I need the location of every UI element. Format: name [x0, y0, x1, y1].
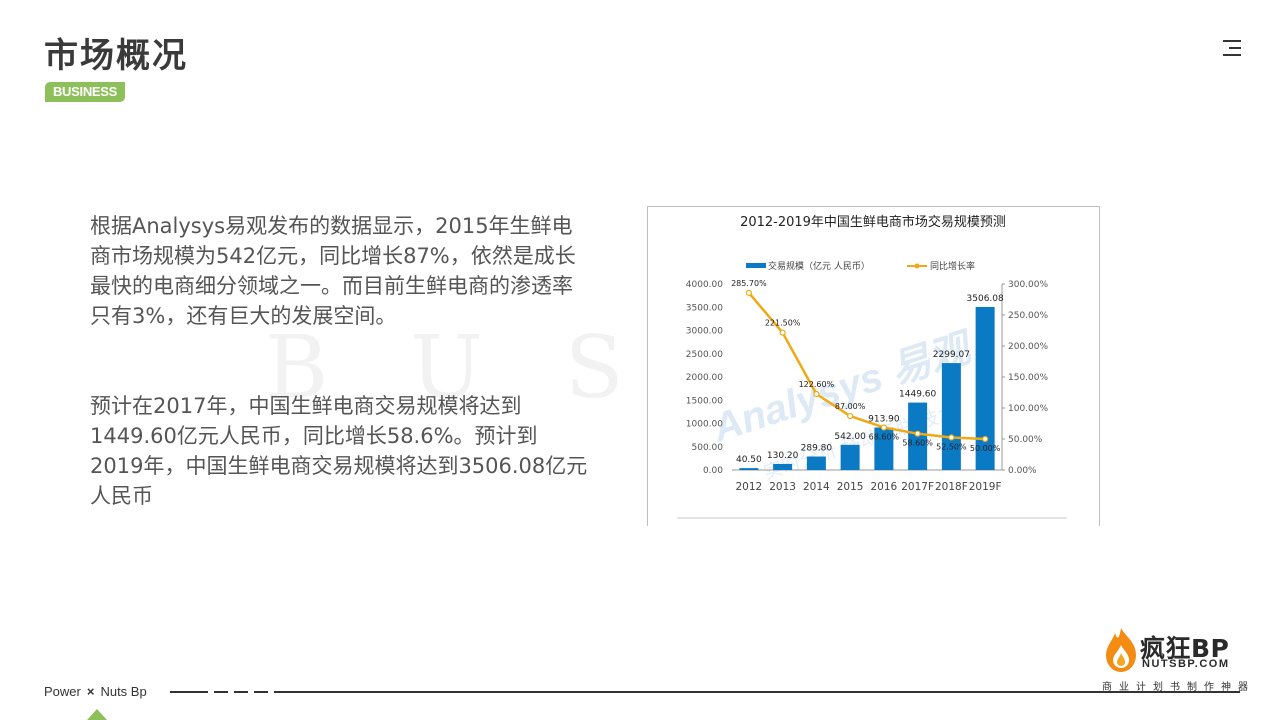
bar — [806, 456, 826, 470]
bar-value-label: 130.20 — [767, 451, 799, 461]
logo-url: NUTSBP.COM — [1142, 658, 1230, 670]
growth-point — [880, 424, 887, 431]
y-left-tick-label: 0.00 — [703, 466, 723, 476]
growth-value-label: 50.00% — [970, 444, 1001, 453]
logo: 疯狂BP NUTSBP.COM 商业计划书制作神器 — [1102, 626, 1248, 693]
legend-label-line: 同比增长率 — [930, 260, 975, 272]
logo-name: 疯狂BP — [1140, 634, 1230, 663]
bar-value-label: 913.90 — [868, 415, 900, 425]
growth-value-label: 122.60% — [799, 380, 835, 389]
footer-dash — [254, 691, 268, 693]
bar-value-label: 3506.08 — [967, 294, 1004, 304]
growth-line — [747, 292, 986, 441]
x-tick-label: 2017F — [901, 481, 934, 493]
growth-value-label: 58.60% — [902, 439, 933, 448]
x-tick-label: 2014 — [803, 481, 830, 493]
growth-point — [745, 289, 752, 296]
y-right-tick-label: 200.00% — [1008, 342, 1048, 352]
y-right-tick-label: 100.00% — [1008, 404, 1048, 414]
y-right-tick-label: 50.00% — [1008, 435, 1043, 445]
growth-value-label: 87.00% — [835, 402, 866, 411]
footer-separator: × — [86, 684, 95, 699]
page-title: 市场概况 — [44, 36, 188, 76]
x-tick-label: 2013 — [769, 481, 796, 493]
y-left-tick-label: 1000.00 — [686, 420, 723, 430]
footer-dash — [234, 691, 248, 693]
bar — [773, 463, 793, 470]
legend-swatch-marker — [914, 263, 920, 269]
y-right-tick-label: 0.00% — [1008, 466, 1037, 476]
paragraph-forecast: 预计在2017年，中国生鲜电商交易规模将达到1449.60亿元人民币，同比增长5… — [90, 394, 588, 508]
x-tick-label: 2019F — [969, 481, 1002, 493]
y-right-tick-label: 300.00% — [1008, 280, 1048, 290]
y-right-tick-label: 150.00% — [1008, 373, 1048, 383]
y-left-tick-label: 4000.00 — [686, 280, 723, 290]
business-badge: BUSINESS — [45, 82, 125, 102]
logo-slogan: 商业计划书制作神器 — [1102, 682, 1255, 693]
growth-value-label: 285.70% — [731, 279, 767, 288]
y-left-tick-label: 500.00 — [692, 443, 724, 453]
paragraph-market-size: 根据Analysys易观发布的数据显示，2015年生鲜电商市场规模为542亿元，… — [90, 214, 576, 328]
footer-dash — [214, 691, 228, 693]
y-left-tick-label: 1500.00 — [686, 396, 723, 406]
footer-rule — [274, 691, 1240, 693]
bar — [975, 306, 995, 470]
chart-title: 2012-2019年中国生鲜电商市场交易规模预测 — [740, 214, 1006, 230]
x-tick-label: 2016 — [871, 481, 898, 493]
growth-point — [813, 390, 820, 398]
footer-triangle — [87, 709, 107, 720]
bar — [874, 427, 894, 470]
growth-value-label: 68.60% — [869, 432, 900, 441]
y-left-tick-label: 3500.00 — [686, 303, 723, 313]
menu-line — [1223, 54, 1241, 56]
menu-line — [1223, 40, 1241, 42]
flame-icon — [1106, 628, 1136, 672]
bar-value-label: 40.50 — [736, 455, 762, 465]
growth-point — [779, 329, 786, 336]
footer-brand: Nuts Bp — [100, 684, 147, 699]
bar-value-label: 1449.60 — [899, 390, 936, 400]
bar-value-label: 2299.07 — [933, 350, 970, 360]
menu-icon[interactable] — [1219, 38, 1241, 58]
bar-value-label: 289.80 — [801, 444, 833, 454]
y-left-tick-label: 2500.00 — [686, 350, 723, 360]
footer-power: Power — [44, 684, 81, 699]
chart-frame — [647, 206, 1100, 526]
x-tick-label: 2012 — [736, 481, 763, 493]
legend-label-bar: 交易规模（亿元 人民币） — [768, 260, 870, 272]
legend-swatch-bar — [746, 263, 766, 268]
growth-point — [914, 430, 921, 437]
y-right-tick-label: 250.00% — [1008, 311, 1048, 321]
bar — [840, 444, 860, 470]
bar-value-label: 542.00 — [834, 432, 866, 442]
bar — [941, 363, 961, 470]
growth-point — [948, 434, 955, 441]
growth-value-label: 221.50% — [765, 319, 801, 328]
footer-credit: Power × Nuts Bp — [44, 684, 147, 699]
growth-point — [982, 435, 989, 443]
y-left-tick-label: 2000.00 — [686, 373, 723, 383]
footer-dash — [170, 691, 208, 693]
growth-point — [847, 412, 854, 420]
menu-line — [1229, 47, 1241, 49]
x-tick-label: 2015 — [837, 481, 864, 493]
y-left-tick-label: 3000.00 — [686, 327, 723, 337]
bar — [739, 468, 759, 470]
growth-value-label: 52.50% — [936, 442, 967, 451]
x-tick-label: 2018F — [935, 481, 968, 493]
